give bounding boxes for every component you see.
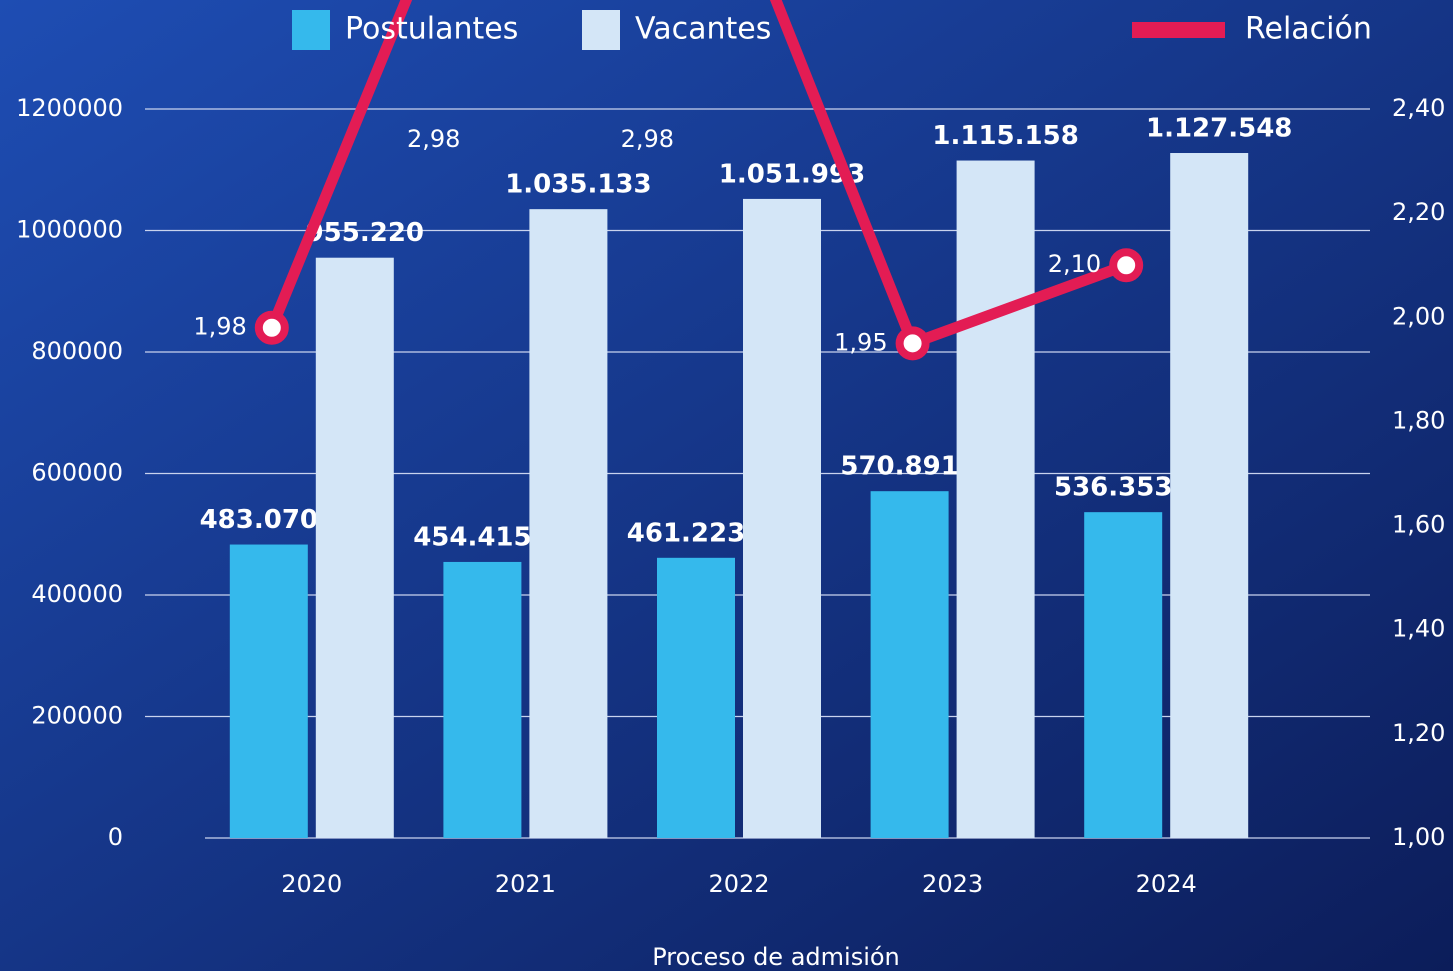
data-label: 536.353	[1054, 473, 1172, 503]
y2-tick-label: 1,80	[1392, 406, 1445, 434]
x-axis-title: Proceso de admisión	[652, 943, 900, 971]
y2-tick-label: 2,40	[1392, 94, 1445, 122]
bar	[229, 544, 308, 838]
data-label: 454.415	[413, 522, 531, 552]
data-label: 1.127.548	[1146, 114, 1292, 144]
y-tick-label: 800000	[31, 337, 123, 365]
line-label: 2,98	[621, 125, 674, 153]
legend-label: Vacantes	[635, 12, 771, 47]
y-tick-label: 1200000	[16, 94, 123, 122]
line-marker	[1109, 248, 1144, 283]
legend-swatch	[582, 10, 620, 50]
y2-tick-label: 1,00	[1392, 823, 1445, 851]
line-marker	[895, 326, 930, 361]
data-label: 1.115.158	[932, 121, 1078, 151]
bar	[1170, 153, 1249, 838]
y-tick-label: 0	[108, 823, 123, 851]
bar	[870, 491, 949, 838]
y-tick-label: 400000	[31, 580, 123, 608]
bar	[956, 160, 1035, 839]
y2-tick-label: 1,60	[1392, 511, 1445, 539]
y-tick-label: 200000	[31, 702, 123, 730]
data-label: 483.070	[200, 505, 318, 535]
y2-tick-label: 1,20	[1392, 719, 1445, 747]
line-label: 1,98	[193, 313, 246, 341]
data-label: 461.223	[627, 518, 745, 548]
y-tick-label: 1000000	[16, 216, 123, 244]
legend-label: Relación	[1245, 12, 1372, 47]
y-tick-label: 600000	[31, 459, 123, 487]
x-tick-label: 2024	[1136, 870, 1197, 898]
bar	[315, 257, 394, 838]
bar	[743, 198, 821, 838]
legend-swatch	[1132, 22, 1225, 38]
x-tick-label: 2023	[922, 870, 983, 898]
line-label: 2,98	[407, 125, 460, 153]
data-label: 1.035.133	[505, 170, 651, 200]
line-marker	[254, 310, 289, 345]
bar	[529, 209, 608, 838]
line-label: 2,10	[1048, 250, 1101, 278]
legend-swatch	[292, 10, 330, 50]
x-tick-label: 2022	[708, 870, 769, 898]
y2-tick-label: 2,20	[1392, 198, 1445, 226]
bar	[657, 557, 735, 838]
bar	[443, 561, 522, 838]
line	[266, 0, 1129, 349]
data-label: 570.891	[840, 452, 958, 482]
line-label: 1,95	[834, 328, 887, 356]
legend-label: Postulantes	[345, 12, 518, 47]
y2-tick-label: 2,00	[1392, 302, 1445, 330]
data-label: 955.220	[306, 218, 424, 248]
y2-tick-label: 1,40	[1392, 615, 1445, 643]
x-tick-label: 2021	[495, 870, 556, 898]
bar	[1084, 512, 1163, 838]
x-tick-label: 2020	[281, 870, 342, 898]
